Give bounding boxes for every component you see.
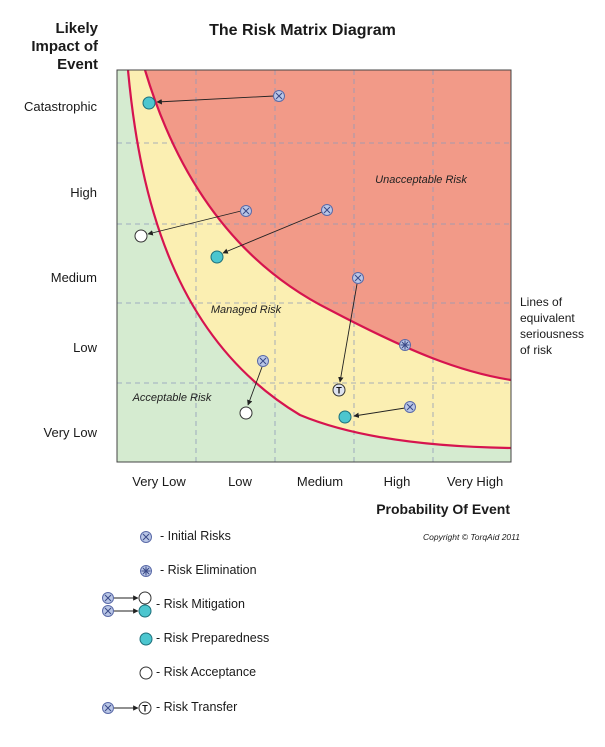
risk-elimination-icon <box>140 565 152 577</box>
x-axis-title: Probability Of Event <box>376 501 510 517</box>
y-level-catastrophic: Catastrophic <box>24 99 97 114</box>
y-level-low: Low <box>73 340 97 355</box>
legend-risk-transfer: - Risk Transfer <box>156 700 238 714</box>
y-level-very-low: Very Low <box>43 425 97 440</box>
initial-risk-icon <box>140 531 152 543</box>
y-level-high: High <box>70 185 97 200</box>
risk-arrows <box>147 95 406 418</box>
risk-elimination-icon <box>399 339 411 351</box>
x-level-high: High <box>383 474 411 489</box>
acceptable-risk-label: Acceptable Risk <box>132 392 212 404</box>
legend-risk-preparedness: - Risk Preparedness <box>156 631 270 645</box>
arrow-high-acceptance <box>147 210 242 236</box>
risk-transfer-icon: T <box>102 701 152 715</box>
initial-risk-icon <box>352 272 364 284</box>
arrow-medium-transfer <box>338 283 358 383</box>
x-level-low: Low <box>228 474 252 489</box>
legend-initial-risks: - Initial Risks <box>160 529 231 543</box>
risk-preparedness-icon <box>139 632 153 646</box>
initial-risk-icon <box>257 355 269 367</box>
transfer-marker: T <box>332 383 346 397</box>
initial-risk-icon <box>240 205 252 217</box>
x-level-very-low: Very Low <box>132 474 186 489</box>
legend-risk-elimination: - Risk Elimination <box>160 563 257 577</box>
upper-boundary-curve <box>143 70 511 382</box>
arrow-low-acceptance <box>247 366 263 406</box>
initial-risk-icon <box>404 401 416 413</box>
unacceptable-region <box>145 70 511 380</box>
y-axis-title: Likely Impact of Event <box>31 20 98 73</box>
lower-boundary-curve <box>126 70 511 450</box>
x-level-very-high: Very High <box>446 474 504 489</box>
arrow-high-mitigation <box>222 211 323 254</box>
preparedness-marker <box>210 250 224 264</box>
risk-acceptance-icon <box>139 666 153 680</box>
preparedness-marker <box>338 410 352 424</box>
acceptance-marker <box>134 229 148 243</box>
x-level-medium: Medium <box>296 474 344 489</box>
acceptance-marker <box>239 406 253 420</box>
arrow-verylow-mitigation <box>353 407 406 418</box>
legend-risk-acceptance: - Risk Acceptance <box>156 665 257 679</box>
initial-risk-icon <box>273 90 285 102</box>
initial-risks <box>240 90 416 413</box>
unacceptable-risk-label: Unacceptable Risk <box>375 174 467 186</box>
initial-risk-icon <box>321 204 333 216</box>
y-level-medium: Medium <box>50 270 97 285</box>
plot-frame <box>116 69 512 463</box>
side-note: Lines of equivalent seriousness of risk <box>520 295 585 357</box>
svg-text:T: T <box>336 386 342 396</box>
preparedness-marker <box>142 96 156 110</box>
risk-mitigation-icon <box>102 591 152 618</box>
legend-risk-mitigation: - Risk Mitigation <box>156 597 245 611</box>
outcome-markers: T <box>134 96 352 424</box>
managed-risk-label: Managed Risk <box>211 304 282 316</box>
copyright-note: Copyright © TorqAid 2011 <box>423 532 520 542</box>
arrow-catastrophic-mitigation <box>156 95 275 105</box>
diagram-title: The Risk Matrix Diagram <box>209 22 396 39</box>
legend-icons: T <box>102 531 153 715</box>
svg-text:T: T <box>142 704 148 714</box>
